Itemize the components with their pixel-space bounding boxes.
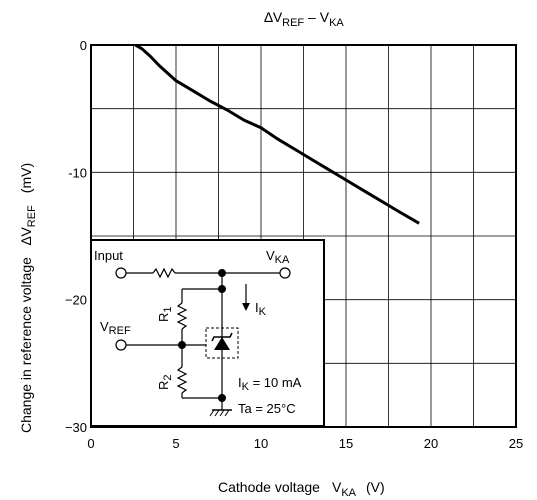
x-tick-label: 15 bbox=[339, 436, 353, 451]
y-tick-label: −30 bbox=[65, 420, 87, 435]
ground-icon bbox=[209, 409, 230, 417]
series-line bbox=[134, 43, 420, 225]
ik-arrowhead bbox=[242, 303, 250, 311]
shunt-regulator-bar bbox=[211, 332, 233, 342]
reference-dashed-box bbox=[205, 327, 239, 359]
y-tick-labels: 0 -10 −20 −30 bbox=[65, 38, 87, 435]
shunt-regulator-symbol bbox=[214, 337, 230, 350]
inset-circuit: Input VKA IK R1 VREF R2 bbox=[90, 239, 325, 427]
x-tick-label: 20 bbox=[424, 436, 438, 451]
vref-label: VREF bbox=[100, 319, 131, 337]
input-resistor bbox=[152, 267, 176, 279]
cond-ta: Ta = 25°C bbox=[238, 401, 296, 416]
cond-ik: IK = 10 mA bbox=[238, 375, 302, 393]
ik-label: IK bbox=[255, 300, 267, 318]
x-tick-label: 25 bbox=[509, 436, 523, 451]
y-tick-label: −20 bbox=[65, 293, 87, 308]
y-tick-label: -10 bbox=[68, 165, 87, 180]
x-tick-label: 10 bbox=[254, 436, 268, 451]
chart-title: ∆VREF – VKA bbox=[264, 9, 344, 29]
y-axis-label: Change in reference voltage∆VREF(mV) bbox=[18, 163, 38, 433]
r2-resistor bbox=[176, 366, 188, 394]
y-tick-label: 0 bbox=[80, 38, 87, 53]
x-axis-label: Cathode voltage VKA (V) bbox=[218, 479, 385, 499]
vref-terminal bbox=[115, 339, 127, 351]
x-tick-label: 5 bbox=[172, 436, 179, 451]
r2-label: R2 bbox=[156, 374, 174, 390]
r1-resistor bbox=[176, 302, 188, 330]
r1-label: R1 bbox=[156, 306, 174, 322]
x-tick-label: 0 bbox=[87, 436, 94, 451]
input-terminal bbox=[115, 267, 127, 279]
x-tick-labels: 0 5 10 15 20 25 bbox=[87, 436, 523, 451]
vka-terminal bbox=[279, 267, 291, 279]
vka-label: VKA bbox=[266, 248, 290, 266]
input-label: Input bbox=[94, 248, 123, 263]
